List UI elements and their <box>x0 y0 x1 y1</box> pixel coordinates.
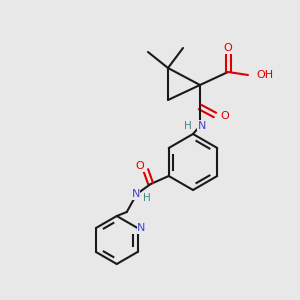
Text: O: O <box>224 43 232 53</box>
Text: O: O <box>135 161 144 171</box>
Text: N: N <box>198 121 206 131</box>
Text: OH: OH <box>256 70 273 80</box>
Text: N: N <box>132 189 140 199</box>
Text: N: N <box>137 223 146 233</box>
Text: H: H <box>143 193 151 203</box>
Text: H: H <box>184 121 192 131</box>
Text: O: O <box>220 111 229 121</box>
